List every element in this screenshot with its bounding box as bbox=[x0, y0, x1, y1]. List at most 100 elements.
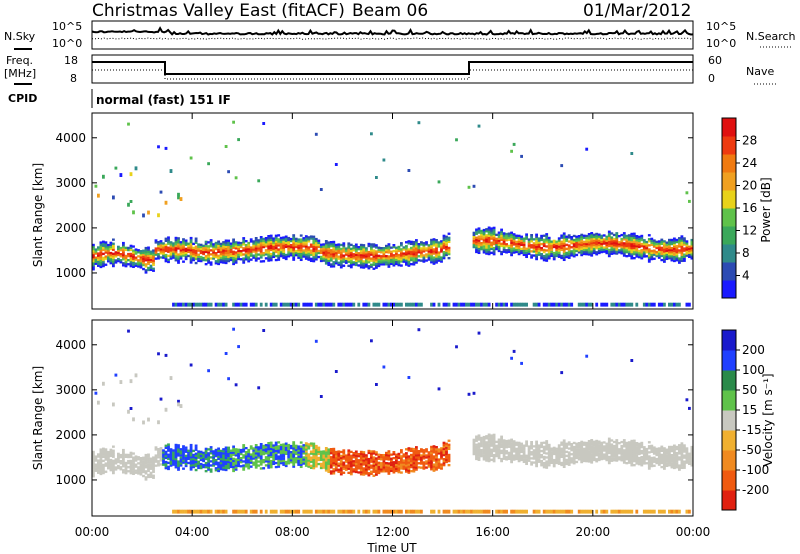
heatmap-cell bbox=[167, 461, 170, 465]
heatmap-cell bbox=[314, 256, 318, 259]
heatmap-cell bbox=[102, 453, 105, 456]
heatmap-cell bbox=[112, 246, 115, 249]
heatmap-cell bbox=[515, 250, 518, 254]
heatmap-cell bbox=[375, 461, 378, 464]
heatmap-cell bbox=[445, 458, 448, 462]
heatmap-cell bbox=[435, 245, 438, 248]
heatmap-cell bbox=[327, 251, 331, 254]
heatmap-cell bbox=[412, 242, 416, 246]
heatmap-cell bbox=[299, 457, 303, 460]
heatmap-cell bbox=[242, 444, 246, 447]
heatmap-cell bbox=[307, 236, 311, 239]
heatmap-cell bbox=[99, 263, 103, 267]
heatmap-cell bbox=[377, 260, 381, 264]
heatmap-cell bbox=[690, 464, 694, 467]
heatmap-cell bbox=[249, 453, 253, 456]
heatmap-cell bbox=[102, 260, 105, 264]
heatmap-cell bbox=[337, 509, 341, 514]
heatmap-cell bbox=[385, 302, 388, 307]
heatmap-cell bbox=[169, 456, 173, 459]
heatmap-cell bbox=[560, 248, 564, 252]
heatmap-cell bbox=[104, 464, 108, 467]
heatmap-cell bbox=[492, 226, 496, 230]
heatmap-cell bbox=[502, 447, 506, 450]
heatmap-cell bbox=[385, 470, 388, 473]
heatmap-cell bbox=[657, 242, 661, 245]
heatmap-cell bbox=[615, 232, 619, 235]
heatmap-cell bbox=[505, 249, 508, 252]
heatmap-cell bbox=[189, 454, 193, 457]
heatmap-cell bbox=[97, 459, 100, 462]
heatmap-cell bbox=[244, 250, 248, 253]
heatmap-cell bbox=[194, 245, 198, 248]
heatmap-cell bbox=[562, 455, 566, 458]
heatmap-cell bbox=[182, 447, 185, 450]
heatmap-cell bbox=[640, 245, 644, 248]
heatmap-cell bbox=[490, 247, 493, 251]
heatmap-cell bbox=[562, 461, 566, 465]
heatmap-cell bbox=[492, 439, 496, 443]
heatmap-cell bbox=[234, 460, 238, 463]
heatmap-cell bbox=[332, 455, 336, 459]
heatmap-cell bbox=[670, 238, 674, 242]
heatmap-cell bbox=[475, 435, 478, 438]
heatmap-cell bbox=[612, 248, 616, 251]
heatmap-cell bbox=[332, 244, 336, 248]
heatmap-cell bbox=[139, 473, 143, 476]
heatmap-cell bbox=[540, 247, 543, 250]
heatmap-cell bbox=[630, 445, 634, 449]
heatmap-cell bbox=[264, 239, 268, 242]
heatmap-cell bbox=[182, 459, 185, 462]
heatmap-cell bbox=[107, 254, 110, 257]
heatmap-cell bbox=[582, 234, 586, 237]
heatmap-cell bbox=[314, 449, 318, 452]
heatmap-cell bbox=[655, 449, 659, 453]
heatmap-cell bbox=[475, 453, 478, 457]
heatmap-cell bbox=[502, 240, 506, 243]
heatmap-cell bbox=[425, 450, 428, 453]
heatmap-cell bbox=[500, 244, 503, 248]
heatmap-cell bbox=[637, 444, 641, 448]
heatmap-cell bbox=[284, 442, 288, 445]
heatmap-cell bbox=[224, 302, 228, 307]
heatmap-cell bbox=[545, 442, 549, 445]
heatmap-cell bbox=[547, 257, 551, 260]
heatmap-cell bbox=[314, 239, 318, 243]
heatmap-cell bbox=[162, 242, 165, 245]
heatmap-cell bbox=[620, 449, 624, 452]
heatmap-cell bbox=[179, 460, 183, 463]
heatmap-cell bbox=[112, 262, 115, 266]
heatmap-cell bbox=[552, 241, 556, 245]
heatmap-cell bbox=[425, 454, 428, 457]
heatmap-cell bbox=[179, 257, 183, 260]
heatmap-cell bbox=[670, 240, 674, 244]
heatmap-cell bbox=[510, 509, 513, 514]
heatmap-cell bbox=[515, 457, 518, 461]
heatmap-cell bbox=[632, 250, 636, 254]
heatmap-cell bbox=[304, 452, 308, 455]
heatmap-cell bbox=[222, 458, 225, 461]
heatmap-cell bbox=[515, 242, 518, 246]
heatmap-cell bbox=[510, 356, 513, 360]
heatmap-cell bbox=[617, 442, 621, 445]
heatmap-cell bbox=[337, 458, 341, 461]
heatmap-cell bbox=[517, 240, 521, 244]
heatmap-cell bbox=[344, 466, 348, 469]
heatmap-cell bbox=[675, 247, 679, 250]
heatmap-cell bbox=[217, 262, 220, 266]
heatmap-cell bbox=[347, 256, 351, 259]
heatmap-cell bbox=[187, 449, 190, 452]
heatmap-cell bbox=[652, 448, 656, 451]
heatmap-cell bbox=[309, 466, 313, 470]
heatmap-cell bbox=[274, 457, 278, 461]
heatmap-cell bbox=[665, 253, 669, 256]
heatmap-cell bbox=[372, 259, 376, 262]
heatmap-cell bbox=[324, 242, 328, 245]
heatmap-cell bbox=[375, 260, 378, 263]
heatmap-cell bbox=[149, 475, 153, 479]
heatmap-cell bbox=[542, 242, 546, 246]
heatmap-cell bbox=[387, 464, 391, 467]
heatmap-cell bbox=[680, 464, 684, 467]
heatmap-cell bbox=[675, 454, 679, 457]
heatmap-cell bbox=[269, 445, 273, 449]
